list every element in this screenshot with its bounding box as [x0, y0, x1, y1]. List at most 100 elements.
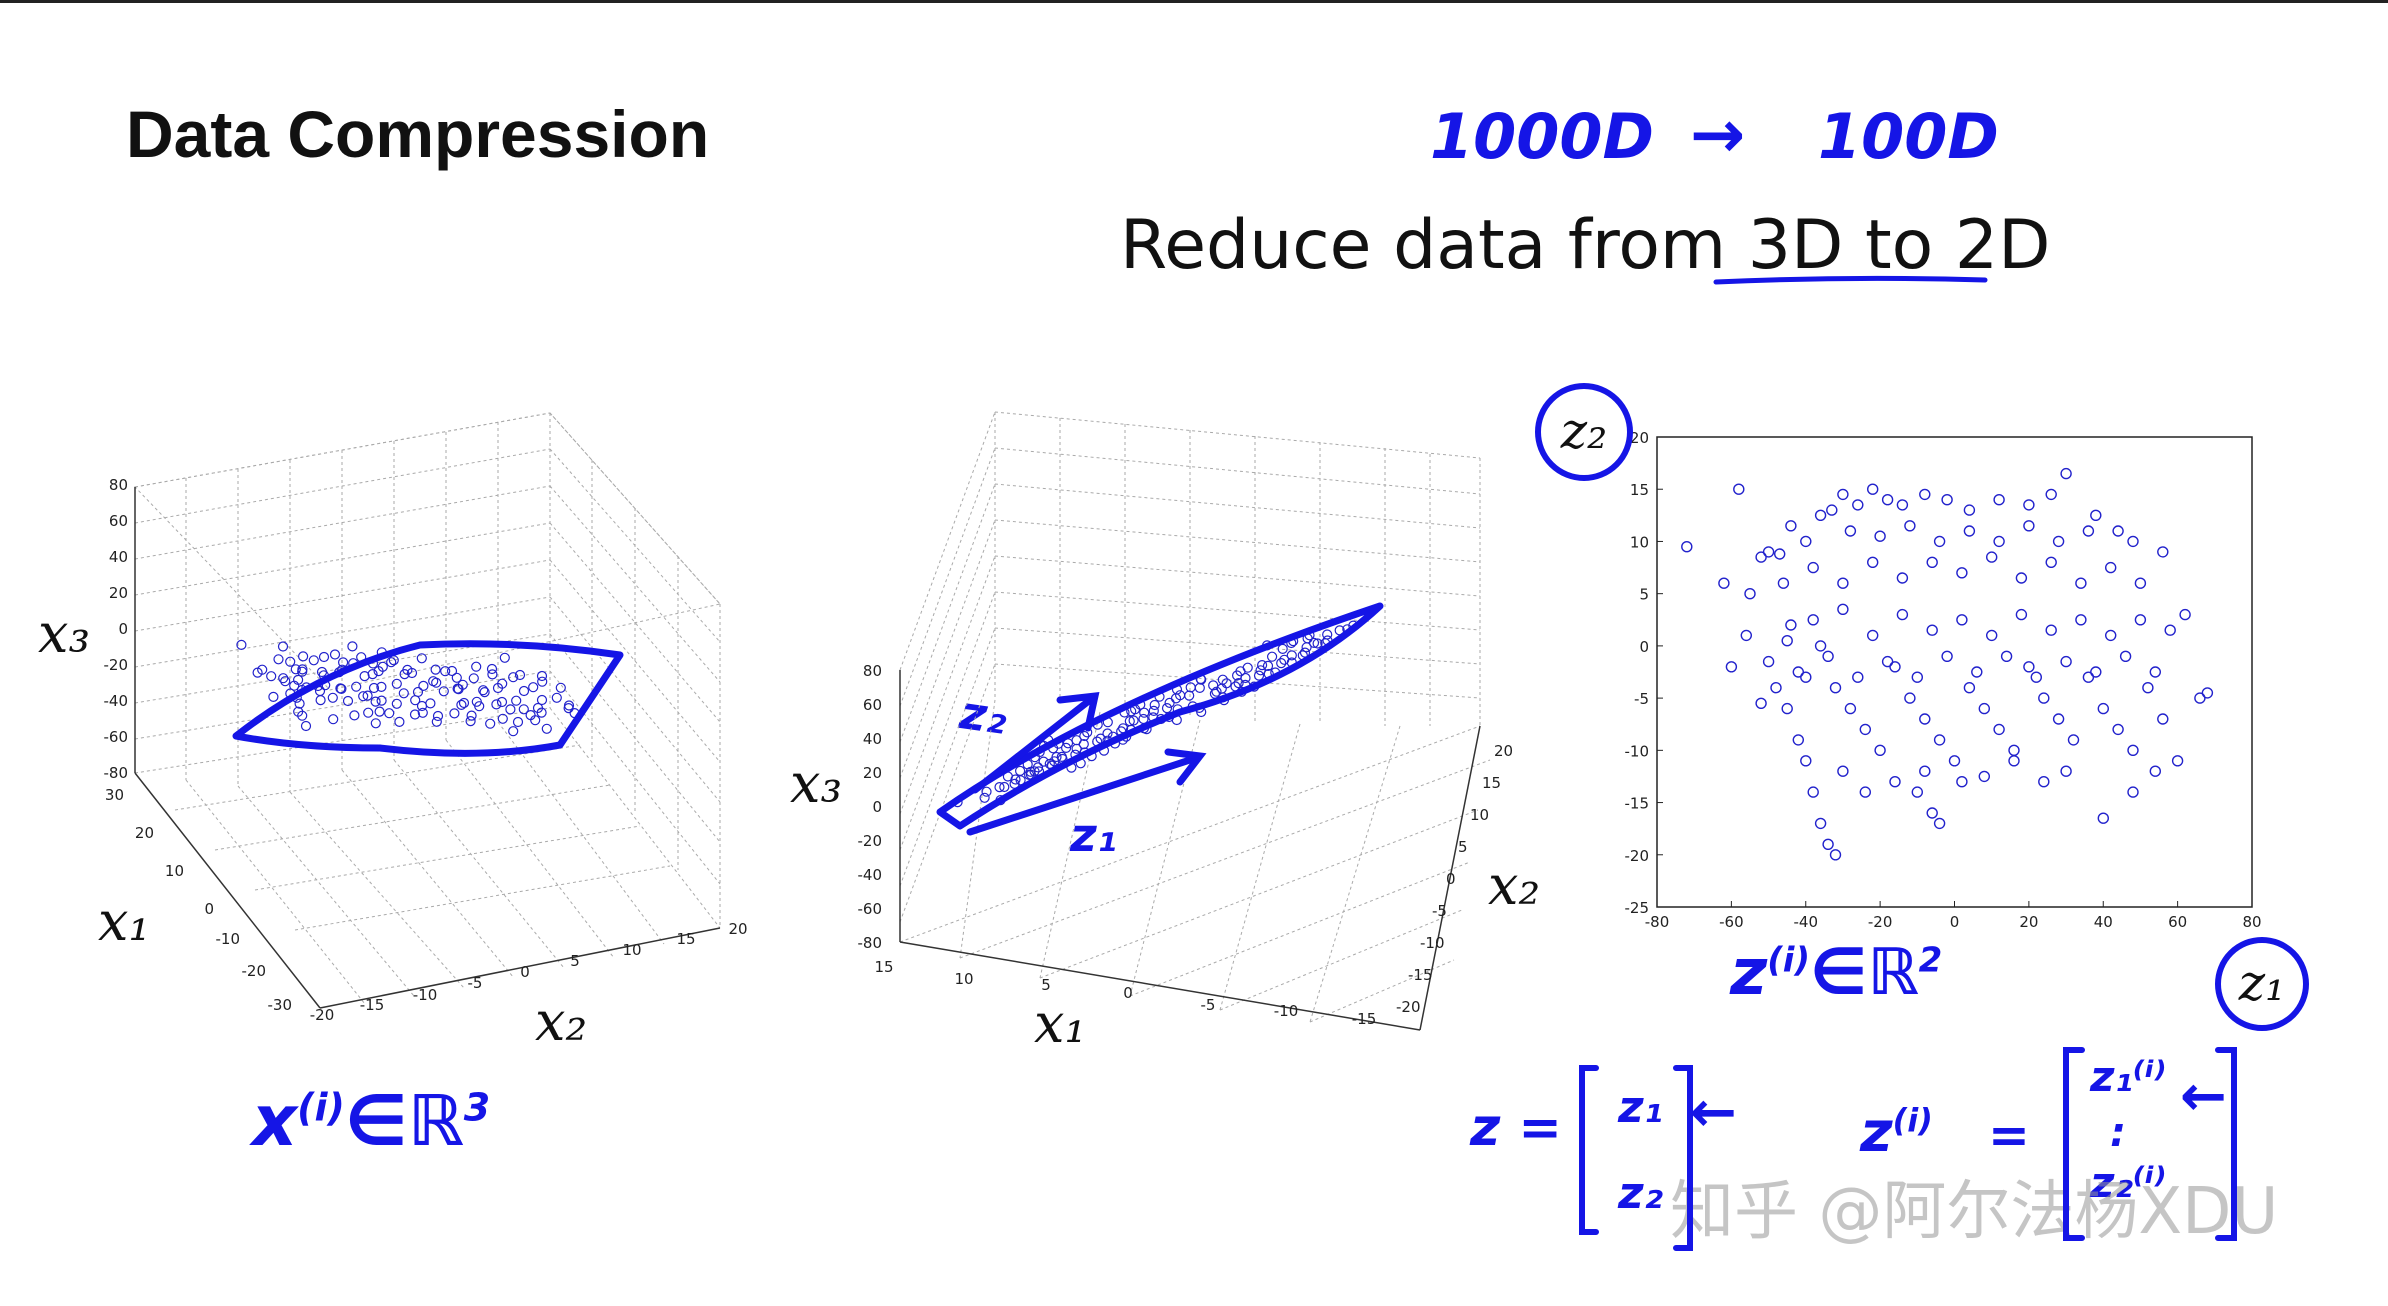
middle-grid-line [994, 591, 1481, 631]
middle-grid-line [994, 483, 1481, 529]
left-grid-line [497, 721, 665, 945]
left-z-tick: 60 [109, 512, 128, 530]
left-3d-point [293, 674, 304, 686]
z-in-r2-base: z [1730, 936, 1768, 1010]
middle-grid-line [1219, 909, 1463, 1011]
scatter-point [2142, 682, 2154, 694]
middle-grid-line [1309, 725, 1401, 1023]
scatter-point [1822, 838, 1834, 850]
middle-x2-tick: 0 [1446, 870, 1456, 888]
scatter-point [1762, 655, 1775, 668]
left-grid-line [341, 769, 515, 979]
left-3d-point [416, 653, 427, 664]
middle-3d-point [1049, 756, 1060, 767]
scatter-point [1926, 624, 1938, 636]
middle-x2-ticks: 20 15 10 5 0 -5 -10 -15 -20 [1396, 742, 1513, 1016]
left-3d-point [449, 708, 460, 719]
middle-3d-point [1277, 643, 1288, 655]
left-x1-tick: -30 [268, 996, 293, 1014]
scatter-point [1866, 629, 1879, 642]
left-3d-grid [133, 412, 721, 1005]
scatter-point [1777, 577, 1790, 589]
scatter-point [1755, 551, 1767, 563]
left-3d-point [456, 699, 467, 711]
scatter-point [2038, 776, 2050, 788]
left-3d-point [362, 690, 373, 701]
middle-x2-tick: -10 [1420, 934, 1445, 952]
left-3d-point [338, 657, 349, 668]
scatter-x-tick-label: -40 [1794, 913, 1819, 931]
left-grid-line [549, 448, 721, 643]
left-3d-point [417, 707, 428, 718]
scatter-point [2112, 525, 2124, 537]
scatter-point [2149, 765, 2162, 777]
scatter-point [1896, 499, 1909, 511]
scatter-x-tick-label: 80 [2242, 913, 2261, 931]
scatter-point [1889, 661, 1901, 673]
middle-z-tick: -20 [858, 832, 883, 850]
left-3d-point [536, 694, 548, 706]
scatter-point [1770, 682, 1782, 694]
scatter-x-tick-label: -60 [1719, 913, 1744, 931]
left-grid-line [134, 448, 551, 524]
scatter-x-ticks: -80 -60 -40 -20 0 20 40 60 80 [1645, 901, 2262, 931]
left-z-axis-label: x₃ [38, 602, 90, 665]
left-x2-tick: -10 [413, 986, 438, 1004]
left-3d-point [508, 726, 519, 737]
scatter-point [2104, 561, 2117, 574]
left-3d-plot: 80 60 40 20 0 -20 -40 -60 -80 30 20 10 0… [38, 412, 748, 1053]
x-in-r3-base: x [252, 1080, 298, 1162]
middle-3d-point [1312, 638, 1323, 649]
vector-z-left-arrow: ← [1690, 1080, 1737, 1145]
left-3d-point [537, 676, 548, 687]
scatter-points [1681, 467, 2214, 861]
left-3d-point [298, 651, 309, 662]
middle-3d-point [1148, 705, 1159, 717]
scatter-point [1874, 530, 1886, 542]
left-3d-point [511, 695, 522, 706]
scatter-point [1800, 755, 1812, 767]
scatter-point [2112, 723, 2124, 736]
scatter-x-tick-label: 20 [2019, 913, 2038, 931]
left-3d-point [409, 709, 421, 720]
z1-arrowhead [1164, 748, 1207, 786]
middle-x1-tick: 10 [954, 970, 973, 988]
middle-grid-line [899, 725, 1481, 943]
middle-grid-line [899, 627, 996, 887]
left-x1-axis [134, 772, 321, 1009]
scatter-point [2164, 624, 2176, 636]
left-3d-point [479, 686, 490, 698]
scatter-point [2038, 692, 2050, 704]
scatter-point [1993, 494, 2005, 506]
scatter-point [1800, 535, 1812, 548]
scatter-point [1904, 520, 1916, 532]
left-x2-tick: -15 [360, 996, 385, 1014]
vector-zi-eq: = [1988, 1106, 2030, 1164]
scatter-point [1740, 629, 1753, 642]
scatter-y-ticks: 20 15 10 5 0 -5 -10 -15 -20 -25 [1625, 429, 1663, 917]
scatter-point [1933, 535, 1946, 548]
scatter-point [1866, 483, 1879, 495]
scatter-point [1933, 817, 1946, 830]
left-3d-point [425, 698, 436, 709]
scatter-y-tick-label: -25 [1625, 899, 1650, 917]
scatter-point [2157, 713, 2169, 725]
left-x2-tick: 10 [622, 941, 641, 959]
middle-x2-tick: 5 [1458, 838, 1468, 856]
left-3d-point [376, 681, 387, 693]
left-z-tick: 0 [118, 620, 128, 638]
left-x1-tick: 10 [165, 862, 184, 880]
middle-grid-line [1219, 723, 1301, 1011]
left-3d-point [280, 676, 291, 687]
left-3d-point [430, 664, 441, 675]
scatter-point [1807, 786, 1819, 798]
vector-zi-left-bracket [2063, 1047, 2085, 1241]
middle-x2-tick: -20 [1396, 998, 1421, 1016]
scatter-point [2119, 650, 2132, 662]
middle-3d-point [981, 786, 992, 797]
left-3d-point [496, 696, 508, 708]
middle-x1-tick: -10 [1274, 1002, 1299, 1020]
left-x1-tick: 30 [105, 786, 124, 804]
middle-x2-axis [1419, 725, 1481, 1031]
